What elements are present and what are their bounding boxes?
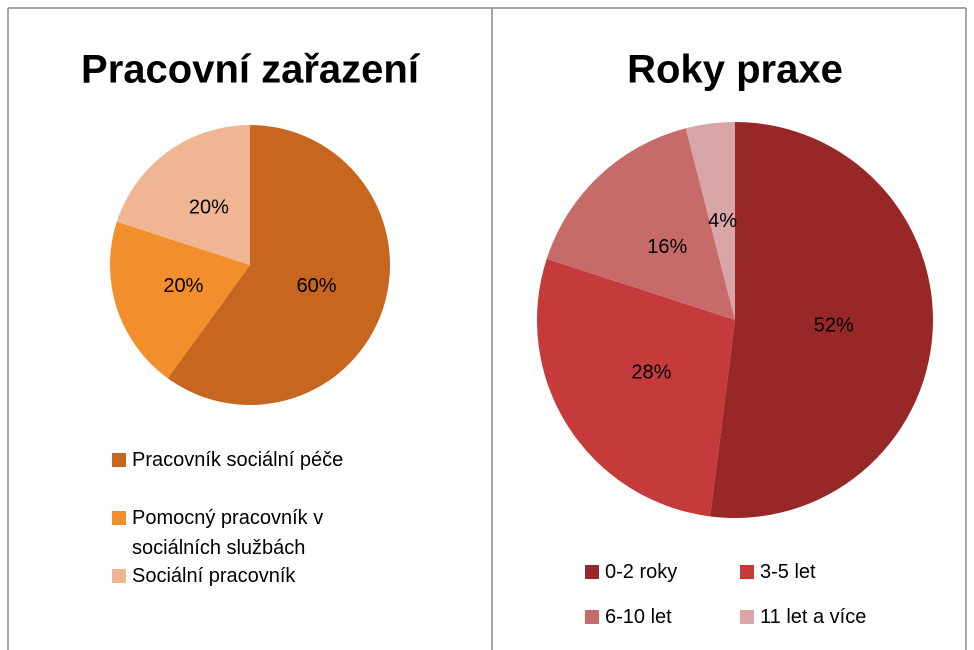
legend-swatch (585, 565, 599, 579)
legend-label: 3-5 let (760, 561, 816, 583)
legend-item: 3-5 let (740, 557, 940, 587)
legend-item: 0-2 roky (585, 557, 745, 587)
pie-slice (685, 122, 735, 320)
legend-swatch (112, 569, 126, 583)
pie-slice (546, 128, 735, 320)
legend-item: Pracovník sociální péče (112, 445, 352, 475)
legend-swatch (585, 610, 599, 624)
legend-item: 6-10 let (585, 602, 745, 632)
pie-slice (710, 122, 933, 518)
legend-label: 0-2 roky (605, 561, 678, 583)
legend-item: Sociální pracovník (112, 561, 352, 591)
data-label: 60% (297, 275, 337, 297)
legend-swatch (112, 511, 126, 525)
data-label: 52% (814, 314, 854, 336)
legend-item: Pomocný pracovník v sociálních službách (112, 503, 352, 563)
data-label: 20% (163, 275, 203, 297)
pie-slice (116, 125, 251, 265)
legend-label: Pomocný pracovník v sociálních službách (132, 507, 324, 559)
legend-swatch (740, 565, 754, 579)
legend-item: 11 let a více (740, 602, 940, 632)
pie-slice (167, 125, 390, 405)
pie-slice (537, 258, 735, 517)
data-label: 16% (647, 236, 687, 258)
legend-label: 11 let a více (760, 606, 867, 628)
legend-label: Pracovník sociální péče (132, 449, 344, 471)
data-label: 4% (708, 210, 737, 232)
legend-label: 6-10 let (605, 606, 672, 628)
data-label: 20% (189, 197, 229, 219)
pie-slice (110, 221, 250, 379)
legend-swatch (112, 453, 126, 467)
chart-title: Pracovní zařazení (81, 48, 421, 92)
data-label: 28% (631, 361, 671, 383)
legend-swatch (740, 610, 754, 624)
legend-label: Sociální pracovník (132, 565, 296, 587)
chart-title: Roky praxe (627, 48, 843, 92)
